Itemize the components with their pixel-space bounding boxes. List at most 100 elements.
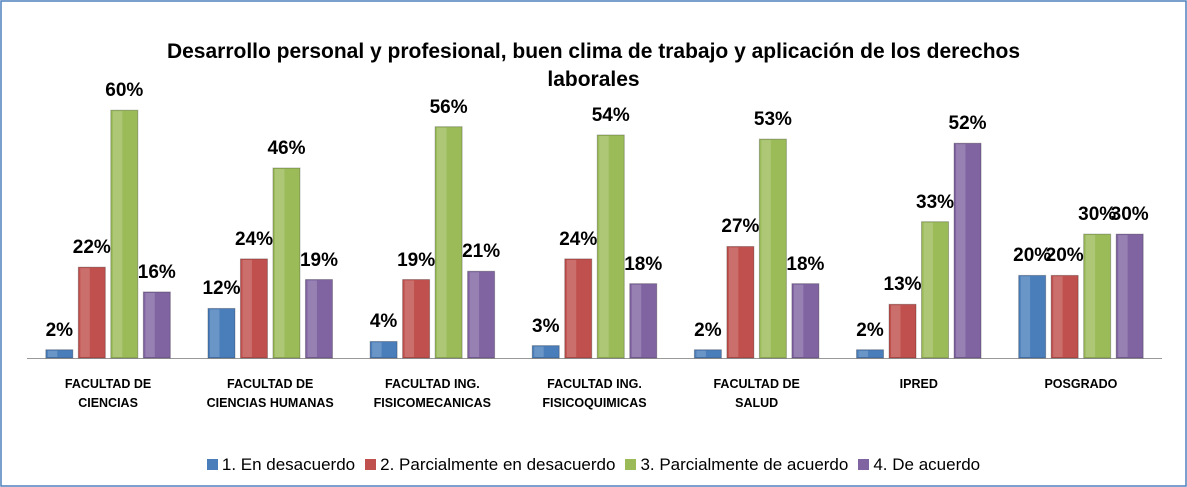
value-label: 13% xyxy=(883,274,922,296)
bar-shine xyxy=(372,342,382,357)
bar-shine xyxy=(1118,235,1128,357)
x-tick-label: FACULTAD DE CIENCIAS HUMANAS xyxy=(206,377,334,410)
bar-shine xyxy=(145,292,155,357)
value-label: 24% xyxy=(234,228,273,250)
bar xyxy=(45,349,74,359)
value-label: 52% xyxy=(948,113,987,135)
legend-swatch xyxy=(365,459,377,470)
value-label: 27% xyxy=(721,216,760,238)
bar-shine xyxy=(696,350,706,357)
bar xyxy=(272,167,301,359)
x-tick-label: FACULTAD ING. FISICOQUIMICAS xyxy=(542,377,647,410)
bar-shine xyxy=(274,169,285,357)
bar xyxy=(564,258,593,359)
legend-label: 4. De acuerdo xyxy=(873,455,981,474)
value-label: 2% xyxy=(45,319,74,341)
bar xyxy=(239,258,268,359)
bar xyxy=(1083,233,1112,359)
value-label: 53% xyxy=(753,109,792,131)
chart-title: Desarrollo personal y profesional, buen … xyxy=(166,40,1021,91)
value-label: 4% xyxy=(369,311,398,333)
bar xyxy=(693,349,722,359)
value-label: 30% xyxy=(1110,204,1149,226)
bar-shine xyxy=(1085,235,1096,357)
legend-swatch xyxy=(625,459,637,470)
bar xyxy=(596,134,625,359)
bar xyxy=(467,270,496,359)
bar-shine xyxy=(534,346,544,357)
bar xyxy=(77,266,106,359)
value-label: 16% xyxy=(137,261,176,283)
bar xyxy=(531,345,560,359)
bar-shine xyxy=(112,111,123,357)
bar-shine xyxy=(858,350,868,357)
bar xyxy=(304,279,333,359)
x-tick-label: IPRED xyxy=(899,377,938,391)
value-label: 56% xyxy=(429,96,468,118)
value-label: 20% xyxy=(1013,245,1052,267)
bar-shine xyxy=(242,259,252,357)
bar xyxy=(369,340,398,359)
value-label: 33% xyxy=(916,191,955,213)
legend-label: 3. Parcialmente de acuerdo xyxy=(640,455,849,474)
legend: 1. En desacuerdo 2. Parcialmente en desac… xyxy=(0,455,1187,475)
bar-shine xyxy=(631,284,642,357)
legend-label: 2. Parcialmente en desacuerdo xyxy=(380,455,616,474)
bar-shine xyxy=(469,272,480,357)
value-label: 22% xyxy=(72,237,111,259)
value-label: 18% xyxy=(624,253,663,275)
bar-shine xyxy=(1053,276,1063,357)
bar xyxy=(402,279,431,359)
bar-shine xyxy=(566,259,577,357)
bar-shine xyxy=(793,284,804,357)
bar-shine xyxy=(437,127,447,357)
value-label: 3% xyxy=(532,315,560,337)
value-label: 21% xyxy=(462,241,501,263)
bar xyxy=(207,307,236,359)
bar-shine xyxy=(47,350,58,357)
value-label: 46% xyxy=(267,138,306,160)
value-label: 19% xyxy=(299,249,338,271)
bar xyxy=(888,303,917,359)
bar-shine xyxy=(761,140,771,357)
value-label: 20% xyxy=(1045,245,1084,267)
bar xyxy=(434,126,463,359)
bar xyxy=(921,221,950,359)
bar xyxy=(1018,274,1047,359)
bar-shine xyxy=(209,309,220,357)
bar-shine xyxy=(599,135,609,357)
legend-item: 1. En desacuerdo xyxy=(206,455,356,475)
bar xyxy=(110,109,139,359)
value-label: 2% xyxy=(856,319,884,341)
value-label: 19% xyxy=(397,249,436,271)
value-label: 60% xyxy=(105,80,144,102)
value-label: 30% xyxy=(1078,204,1117,226)
x-tick-label: FACULTAD DE CIENCIAS xyxy=(64,377,152,410)
value-label: 54% xyxy=(591,104,630,126)
bar xyxy=(953,142,982,359)
bar xyxy=(791,283,820,359)
bar xyxy=(629,283,658,359)
bar-shine xyxy=(728,247,739,357)
bar-shine xyxy=(891,305,901,357)
bar xyxy=(758,138,787,359)
legend-swatch xyxy=(858,459,870,470)
legend-label: 1. En desacuerdo xyxy=(221,455,356,474)
legend-item: 4. De acuerdo xyxy=(858,455,980,475)
bar-shine xyxy=(404,280,415,357)
value-label: 12% xyxy=(202,278,241,300)
bar-shine xyxy=(80,268,90,357)
x-tick-label: FACULTAD DE SALUD xyxy=(713,377,800,410)
bar xyxy=(856,349,885,359)
value-label: 18% xyxy=(786,253,825,275)
x-tick-label: FACULTAD ING. FISICOMECANICAS xyxy=(373,377,492,410)
bar-shine xyxy=(307,280,317,357)
bar-shine xyxy=(923,222,933,357)
bar-shine xyxy=(1020,276,1031,357)
value-label: 24% xyxy=(559,228,598,250)
legend-item: 3. Parcialmente de acuerdo xyxy=(625,455,848,475)
bar xyxy=(142,291,171,359)
value-label: 2% xyxy=(694,319,722,341)
